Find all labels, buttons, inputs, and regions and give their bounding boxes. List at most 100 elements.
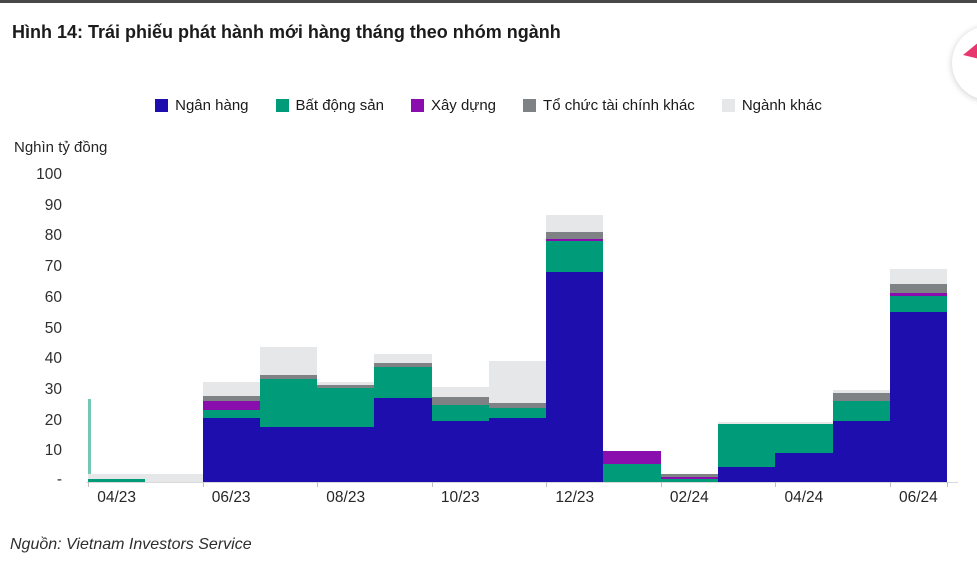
bar-segment	[546, 214, 604, 232]
bar-segment	[88, 478, 146, 482]
bar-segment	[374, 353, 432, 363]
bar-segment	[431, 386, 489, 397]
legend-swatch-icon	[275, 99, 289, 112]
bar-segment	[431, 405, 489, 421]
x-tick-label: 10/23	[440, 489, 480, 506]
bar-segment	[660, 476, 718, 479]
bar-segment	[88, 474, 146, 479]
x-axis-tick	[546, 482, 548, 487]
chart-legend: Ngân hàng Bất động sản Xây dựng Tổ chức tài…	[0, 97, 977, 114]
bar-segment	[603, 451, 661, 464]
bar-segment	[202, 382, 260, 397]
bar-segment	[832, 389, 890, 393]
vis-logo	[952, 26, 977, 100]
y-tick-label: 90	[44, 196, 62, 214]
bar-segment	[202, 396, 260, 401]
bar-segment	[889, 283, 948, 294]
x-axis-tick	[889, 482, 891, 487]
x-axis-tick	[88, 482, 89, 487]
x-tick-label: 02/24	[669, 489, 709, 506]
bar-segment	[660, 474, 718, 477]
bar-segment	[488, 360, 547, 404]
bar-segment	[832, 392, 890, 401]
bar-segment	[717, 466, 776, 482]
x-tick-label: 06/24	[899, 489, 938, 506]
legend-label: Bất động sản	[295, 97, 384, 114]
y-tick-label-zero: -	[56, 471, 62, 488]
legend-item-3: Tổ chức tài chính khác	[523, 97, 695, 114]
bar-segment	[832, 400, 890, 421]
bar-segment	[832, 420, 890, 482]
bar-segment	[546, 241, 604, 272]
bar-segment	[317, 388, 375, 427]
bar-segment	[889, 311, 948, 482]
bar-segment	[717, 421, 776, 424]
bar-segment	[259, 374, 318, 380]
bar-segment	[259, 346, 318, 375]
bar-segment	[546, 271, 604, 482]
bar-segment	[202, 400, 260, 410]
bar-segment	[317, 426, 375, 482]
bar-segment	[488, 417, 547, 482]
x-tick-label: 04/24	[784, 489, 824, 506]
bar-segment	[202, 417, 260, 482]
bar-segment	[317, 385, 375, 389]
x-axis-tick	[660, 482, 662, 487]
source-note: Nguồn: Vietnam Investors Service	[10, 536, 252, 553]
bar-segment	[546, 238, 604, 241]
x-axis-tick	[317, 482, 319, 487]
y-tick-label: 20	[44, 411, 62, 429]
x-tick-label: 12/23	[555, 489, 595, 506]
legend-label: Tổ chức tài chính khác	[543, 97, 695, 114]
bar-segment	[374, 366, 432, 398]
bar-segment	[145, 473, 203, 482]
bar-segment	[488, 408, 547, 418]
legend-label: Ngành khác	[741, 97, 822, 114]
bar-segment	[317, 382, 375, 386]
bar-segment	[259, 426, 318, 482]
legend-item-1: Bất động sản	[275, 97, 384, 114]
bar-segment	[431, 420, 489, 482]
bar-segment	[775, 423, 833, 453]
x-axis-line	[86, 481, 958, 483]
bar-segment	[775, 422, 833, 424]
x-axis-tick	[202, 482, 204, 487]
legend-item-0: Ngân hàng	[155, 97, 249, 114]
y-tick-label: 70	[44, 258, 62, 276]
legend-swatch-icon	[155, 99, 169, 112]
legend-swatch-icon	[721, 99, 735, 112]
bar-segment	[889, 293, 948, 297]
y-tick-label: 100	[36, 166, 62, 183]
legend-swatch-icon	[523, 99, 537, 112]
y-tick-label: 80	[44, 227, 62, 245]
y-tick-label: 60	[44, 288, 62, 306]
legend-item-4: Ngành khác	[721, 97, 822, 114]
x-axis-tick	[431, 482, 433, 487]
bar-segment	[374, 362, 432, 367]
window-top-border	[0, 0, 977, 3]
bar-segment	[889, 296, 948, 312]
legend-label: Xây dựng	[430, 97, 497, 114]
legend-label: Ngân hàng	[175, 97, 249, 114]
bar-segment	[603, 463, 661, 482]
bar-segment	[259, 379, 318, 427]
bar-segment	[717, 423, 776, 467]
bar-segment	[431, 396, 489, 406]
bar-segment	[546, 231, 604, 239]
bar-segment	[775, 452, 833, 482]
bar-segment	[88, 399, 91, 482]
x-axis-tick	[775, 482, 777, 487]
y-tick-label: 50	[44, 319, 62, 337]
page-title: Hình 14: Trái phiếu phát hành mới hàng t…	[12, 22, 561, 42]
y-tick-label: 30	[44, 380, 62, 398]
bar-segment	[660, 478, 718, 482]
y-axis-unit-label: Nghìn tỷ đồng	[14, 139, 108, 156]
bar-segment	[374, 397, 432, 482]
x-tick-label: 06/23	[211, 489, 251, 506]
legend-item-2: Xây dựng	[410, 97, 497, 114]
vis-logo-icon	[963, 43, 977, 59]
y-tick-label: 40	[44, 350, 62, 368]
bar-segment	[889, 268, 948, 284]
x-axis-tick	[947, 482, 949, 487]
x-tick-label: 08/23	[326, 489, 366, 506]
